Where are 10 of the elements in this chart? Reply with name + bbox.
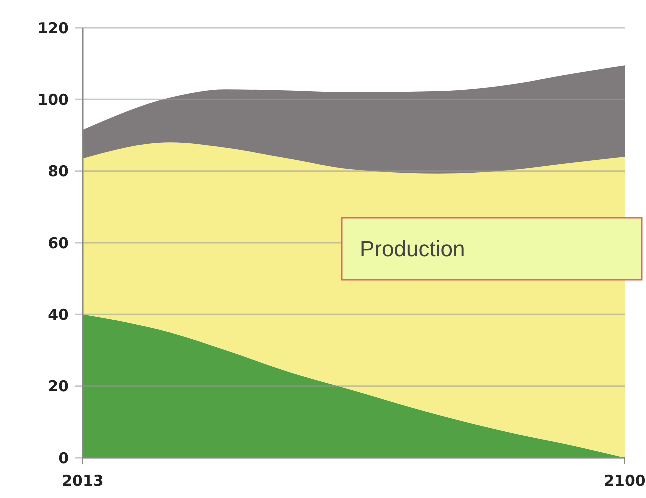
y-tick-label: 0 bbox=[58, 449, 69, 468]
annotation: Production bbox=[360, 236, 466, 262]
x-tick-label: 2100 bbox=[604, 472, 646, 490]
y-tick-label: 60 bbox=[48, 234, 69, 252]
y-tick-label: 40 bbox=[48, 306, 69, 324]
y-tick-label: 80 bbox=[48, 162, 69, 181]
y-tick-label: 100 bbox=[38, 90, 69, 109]
y-tick-label: 120 bbox=[38, 19, 69, 38]
y-tick-label: 20 bbox=[48, 378, 69, 396]
x-tick-label: 2013 bbox=[62, 472, 104, 490]
